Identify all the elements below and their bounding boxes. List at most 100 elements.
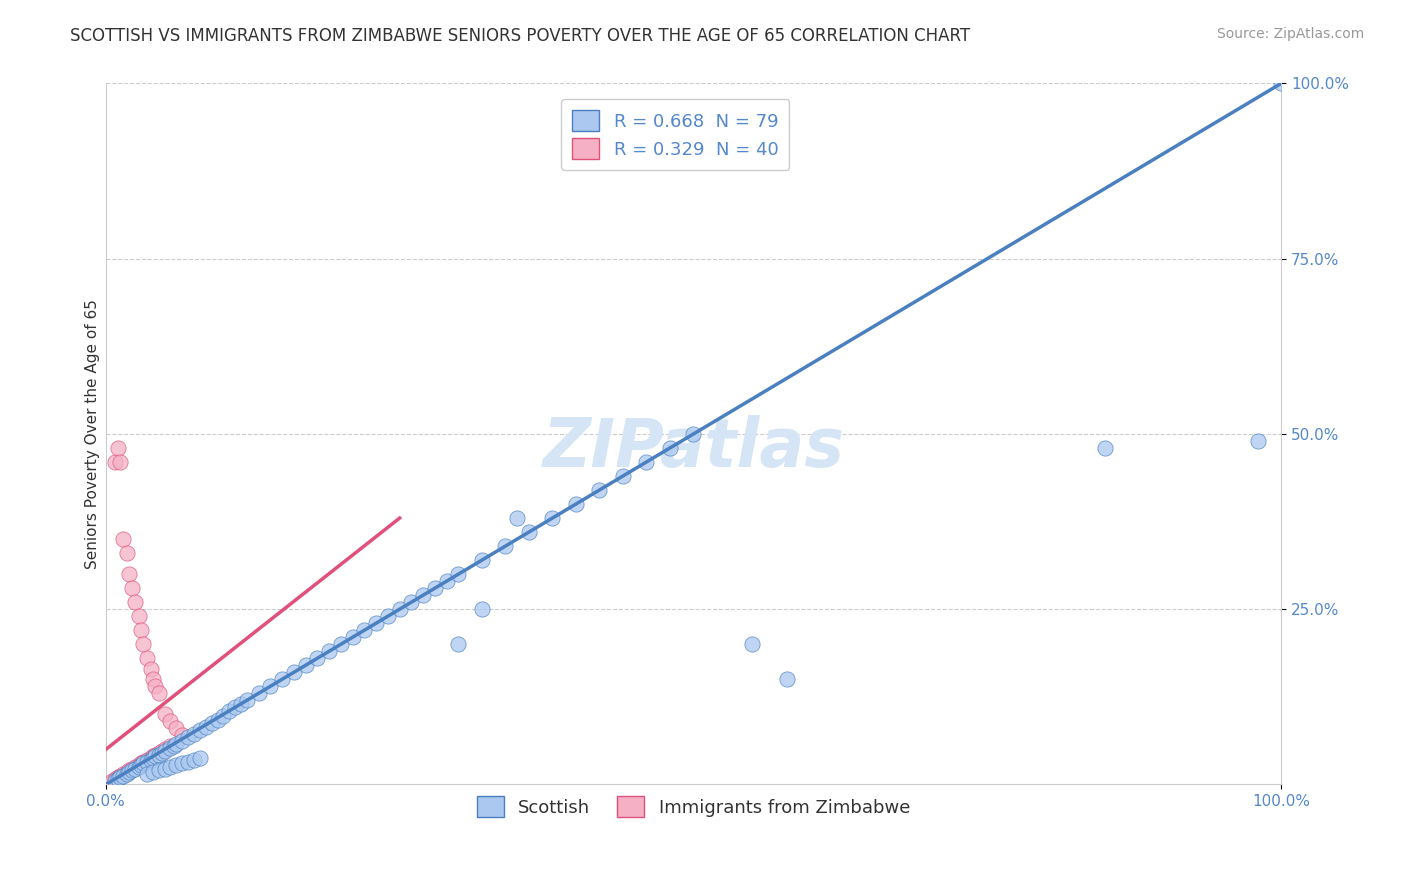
Point [177, 755, 200, 769]
Point [307, 651, 329, 665]
Point [436, 574, 458, 589]
Point [118, 567, 141, 582]
Point [177, 730, 200, 744]
Point [329, 637, 352, 651]
Point [128, 609, 150, 624]
Point [194, 720, 217, 734]
Point [294, 658, 316, 673]
Point [143, 747, 166, 762]
Point [129, 624, 152, 638]
Point [565, 497, 588, 511]
Point [153, 744, 176, 758]
Point [172, 756, 194, 771]
Point [377, 609, 399, 624]
Point [143, 679, 166, 693]
Point [259, 679, 281, 693]
Point [153, 707, 176, 722]
Point [682, 426, 704, 441]
Point [142, 764, 165, 779]
Point [115, 546, 138, 560]
Point [150, 744, 173, 758]
Point [353, 624, 375, 638]
Point [108, 455, 131, 469]
Point [112, 532, 135, 546]
Point [124, 762, 146, 776]
Point [471, 553, 494, 567]
Point [104, 455, 127, 469]
Point [423, 581, 446, 595]
Point [142, 751, 165, 765]
Point [471, 602, 494, 616]
Point [541, 511, 564, 525]
Point [139, 753, 162, 767]
Point [148, 764, 170, 778]
Point [124, 760, 146, 774]
Point [165, 737, 187, 751]
Point [236, 693, 259, 707]
Point [207, 713, 229, 727]
Point [143, 749, 166, 764]
Point [142, 673, 165, 687]
Point [447, 567, 470, 582]
Point [212, 708, 235, 723]
Point [124, 595, 146, 609]
Point [271, 673, 294, 687]
Point [159, 760, 181, 774]
Point [148, 746, 170, 760]
Point [128, 760, 150, 774]
Point [128, 757, 150, 772]
Point [108, 769, 131, 783]
Point [183, 753, 205, 767]
Point [121, 581, 143, 595]
Point [150, 746, 173, 760]
Point [132, 756, 155, 771]
Point [148, 686, 170, 700]
Point [107, 441, 129, 455]
Point [148, 747, 170, 762]
Text: SCOTTISH VS IMMIGRANTS FROM ZIMBABWE SENIORS POVERTY OVER THE AGE OF 65 CORRELAT: SCOTTISH VS IMMIGRANTS FROM ZIMBABWE SEN… [70, 27, 970, 45]
Point [159, 739, 181, 753]
Point [142, 749, 165, 764]
Y-axis label: Seniors Poverty Over the Age of 65: Seniors Poverty Over the Age of 65 [86, 299, 100, 569]
Point [165, 722, 187, 736]
Point [132, 755, 155, 769]
Point [412, 588, 434, 602]
Point [659, 441, 682, 455]
Point [229, 697, 252, 711]
Point [201, 715, 224, 730]
Point [107, 771, 129, 785]
Point [139, 751, 162, 765]
Point [588, 483, 610, 497]
Point [447, 637, 470, 651]
Point [112, 767, 135, 781]
Point [1094, 441, 1116, 455]
Point [636, 455, 658, 469]
Point [1270, 77, 1292, 91]
Point [136, 753, 159, 767]
Point [136, 755, 159, 769]
Point [129, 757, 152, 772]
Point [188, 723, 211, 737]
Point [506, 511, 529, 525]
Point [517, 524, 540, 539]
Point [108, 771, 131, 785]
Point [107, 772, 129, 786]
Point [112, 769, 135, 783]
Point [136, 651, 159, 665]
Point [104, 773, 127, 788]
Point [741, 637, 763, 651]
Text: Source: ZipAtlas.com: Source: ZipAtlas.com [1216, 27, 1364, 41]
Point [283, 665, 305, 680]
Point [121, 764, 143, 778]
Point [342, 630, 364, 644]
Point [776, 673, 799, 687]
Point [136, 767, 159, 781]
Point [104, 772, 127, 786]
Point [401, 595, 423, 609]
Point [153, 742, 176, 756]
Text: ZIPatlas: ZIPatlas [543, 415, 845, 481]
Point [153, 762, 176, 776]
Point [247, 686, 270, 700]
Point [165, 757, 187, 772]
Point [218, 704, 240, 718]
